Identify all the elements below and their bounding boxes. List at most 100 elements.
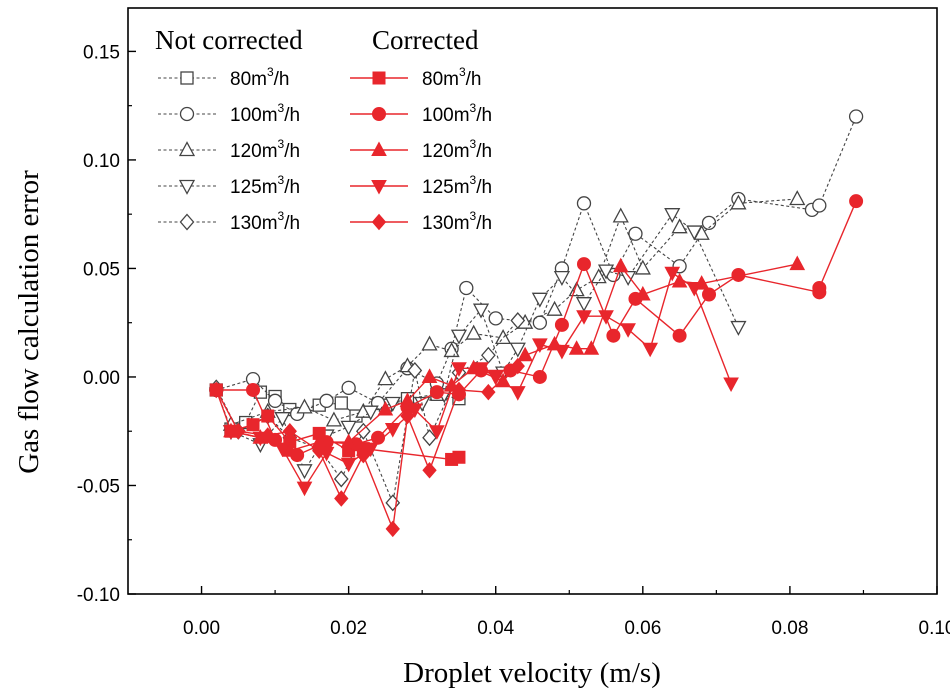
legend-item-corrected-0: 80m3/h	[350, 65, 482, 90]
data-point	[406, 403, 423, 419]
data-point	[451, 362, 467, 377]
legend-marker	[178, 179, 196, 195]
data-point	[356, 446, 371, 464]
data-point	[554, 317, 569, 332]
x-tick-label: 0.04	[477, 618, 514, 639]
series-not_corrected-3	[222, 208, 747, 480]
data-point	[612, 207, 629, 223]
data-point	[450, 329, 468, 345]
legend-label-main: 120m	[422, 141, 470, 162]
legend-item-corrected-4: 130m3/h	[350, 209, 492, 234]
data-point	[473, 362, 489, 377]
series-corrected-7	[223, 255, 806, 457]
legend-label-tail: /h	[476, 177, 492, 198]
legend-label-main: 80m	[422, 69, 459, 90]
data-point	[509, 386, 526, 401]
data-point	[583, 340, 600, 355]
data-point	[385, 520, 400, 538]
data-point	[554, 344, 570, 360]
legend-label-sup: 3	[470, 101, 477, 115]
data-point	[384, 396, 401, 412]
data-point	[459, 280, 474, 296]
y-tick-label: 0.15	[83, 42, 120, 63]
legend-label-tail: /h	[476, 141, 492, 162]
data-point	[384, 423, 401, 438]
data-point	[429, 425, 445, 440]
x-tick-label: 0.10	[919, 618, 950, 639]
legend-label-main: 120m	[230, 141, 278, 162]
data-point	[209, 381, 224, 399]
data-point	[421, 335, 438, 351]
data-point	[606, 328, 621, 343]
data-point	[261, 409, 275, 423]
data-point	[371, 430, 386, 445]
data-point	[730, 194, 747, 210]
data-point	[377, 370, 394, 386]
data-point	[576, 257, 591, 272]
data-point	[355, 422, 371, 440]
data-point	[510, 312, 526, 330]
data-point	[334, 396, 348, 410]
legend-label-sup: 3	[470, 173, 477, 187]
data-point	[812, 280, 827, 295]
data-point	[362, 442, 379, 458]
data-point	[488, 311, 503, 326]
data-point	[686, 281, 703, 297]
data-point	[517, 346, 533, 362]
data-point	[628, 226, 643, 241]
legend-label-main: 100m	[230, 105, 278, 126]
series-corrected-9	[209, 357, 525, 538]
data-point	[340, 433, 357, 449]
data-point	[576, 310, 592, 325]
data-point	[312, 442, 327, 460]
legend-label-main: 130m	[230, 213, 278, 234]
legend-marker	[372, 107, 386, 121]
legend-label: 130m3/h	[422, 209, 492, 234]
data-point	[421, 368, 438, 383]
legend-item-not_corrected-0: 80m3/h	[158, 65, 290, 90]
legend-item-corrected-1: 100m3/h	[350, 101, 492, 126]
data-point	[664, 266, 681, 282]
data-point	[702, 287, 717, 302]
data-point	[341, 380, 356, 395]
legend-label-tail: /h	[476, 213, 492, 234]
data-point	[267, 393, 283, 408]
data-point	[472, 303, 490, 319]
data-point	[231, 422, 246, 440]
legend-label-tail: /h	[284, 213, 300, 234]
legend-item-not_corrected-3: 125m3/h	[158, 173, 300, 198]
data-point	[664, 208, 681, 224]
data-point	[509, 342, 526, 358]
legend-item-not_corrected-1: 100m3/h	[158, 101, 300, 126]
data-point	[246, 418, 260, 432]
data-point	[730, 320, 747, 336]
y-tick-label: -0.10	[77, 585, 120, 606]
y-tick-label: -0.05	[77, 476, 120, 497]
legend-label-tail: /h	[466, 69, 482, 90]
legend-label: 130m3/h	[230, 209, 300, 234]
x-tick-label: 0.02	[330, 618, 367, 639]
series-corrected-8	[223, 266, 739, 497]
legend-item-not_corrected-2: 120m3/h	[158, 137, 300, 162]
series-line	[230, 213, 739, 472]
data-point	[274, 412, 291, 428]
legend-item-corrected-3: 125m3/h	[350, 173, 492, 198]
legend-label-sup: 3	[278, 137, 285, 151]
x-tick-label: 0.00	[183, 618, 220, 639]
legend-label-main: 80m	[230, 69, 267, 90]
data-point	[789, 255, 806, 271]
y-tick-label: 0.10	[83, 151, 120, 172]
data-point	[452, 450, 466, 464]
legend-label: 80m3/h	[422, 65, 482, 90]
legend-marker	[179, 106, 195, 122]
data-point	[400, 407, 415, 425]
data-point	[451, 381, 467, 399]
data-point	[849, 194, 864, 209]
data-point	[422, 429, 437, 447]
legend-marker	[180, 71, 194, 85]
legend-label-sup: 3	[459, 65, 466, 79]
legend-label: 100m3/h	[230, 101, 300, 126]
data-point	[671, 218, 688, 234]
data-point	[246, 382, 261, 397]
data-point	[612, 257, 629, 273]
